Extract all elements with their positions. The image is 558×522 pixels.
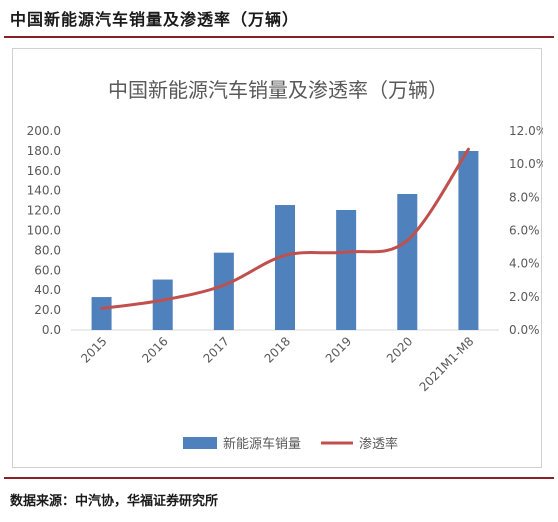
line-point [162,299,164,301]
y-right-tick-label: 12.0% [509,124,543,138]
legend-swatch-bar [183,437,217,449]
y-left-tick-label: 80.0 [34,243,61,257]
x-tick-label: 2020 [384,334,415,365]
x-tick-label: 2017 [200,334,231,365]
line-point [467,148,469,150]
y-left-tick-label: 100.0 [27,224,61,238]
y-right-tick-label: 2.0% [509,290,540,304]
y-right-tick-label: 6.0% [509,224,540,238]
x-tick-label: 2021M1-M8 [417,334,477,394]
y-left-tick-label: 40.0 [34,283,61,297]
y-left-tick-label: 180.0 [27,144,61,158]
x-tick-label: 2018 [262,334,293,365]
bar [336,210,357,330]
top-divider [4,36,554,38]
x-tick-label: 2016 [139,334,170,365]
line-point [223,284,225,286]
page-title: 中国新能源汽车销量及渗透率（万辆） [10,10,300,29]
chart-title: 中国新能源汽车销量及渗透率（万辆） [108,78,448,102]
legend-label-bar: 新能源车销量 [223,436,301,452]
y-left-tick-label: 20.0 [34,303,61,317]
line-point [284,254,286,256]
y-left-tick-label: 140.0 [27,184,61,198]
x-tick-label: 2015 [78,334,109,365]
bar [91,297,112,330]
bar [213,252,234,330]
x-tick-label: 2019 [323,334,354,365]
bar [458,150,479,330]
y-left-tick-label: 200.0 [27,124,61,138]
y-left-tick-label: 60.0 [34,263,61,277]
line-point [406,239,408,241]
y-left-tick-label: 120.0 [27,204,61,218]
combo-chart: 中国新能源汽车销量及渗透率（万辆） 0.0 20.0 40.0 60.0 80.0 100.… [27,78,543,452]
y-left-tick-label: 0.0 [42,323,61,337]
bottom-divider [4,477,554,479]
source-note: 数据来源：中汽协，华福证券研究所 [10,494,219,509]
line-point [101,307,103,309]
legend-label-line: 渗透率 [359,436,398,452]
bar [397,193,418,330]
y-right-tick-label: 0.0% [509,323,540,337]
bar [152,279,173,330]
y-left-tick-label: 160.0 [27,164,61,178]
y-right-tick-label: 10.0% [509,157,543,171]
y-right-tick-label: 8.0% [509,190,540,204]
y-right-tick-label: 4.0% [509,257,540,271]
chart-container: 中国新能源汽车销量及渗透率（万辆） 0.0 20.0 40.0 60.0 80.0 100.… [12,48,543,468]
line-point [345,251,347,253]
bar [275,205,295,330]
